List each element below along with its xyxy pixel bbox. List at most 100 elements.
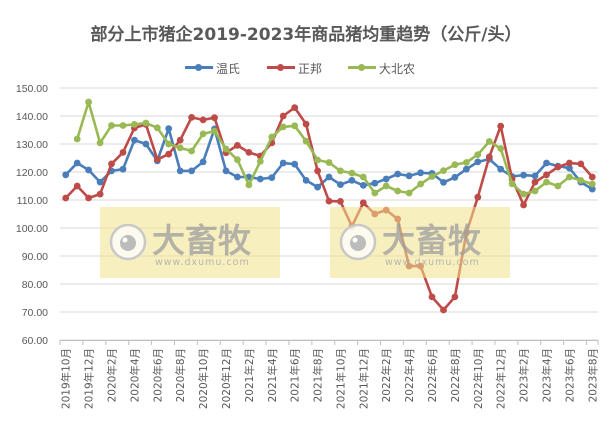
data-point-marker[interactable] (199, 158, 207, 166)
data-point-marker[interactable] (188, 167, 196, 175)
data-point-marker[interactable] (337, 181, 344, 189)
data-point-marker[interactable] (451, 293, 459, 301)
data-point-marker[interactable] (371, 179, 379, 187)
data-point-marker[interactable] (256, 158, 264, 165)
data-point-marker[interactable] (119, 149, 127, 156)
data-point-marker[interactable] (199, 116, 207, 124)
data-point-marker[interactable] (531, 172, 539, 180)
data-point-marker[interactable] (359, 173, 367, 181)
data-point-marker[interactable] (245, 149, 253, 156)
data-point-marker[interactable] (85, 194, 92, 202)
data-point-marker[interactable] (485, 138, 493, 145)
data-point-marker[interactable] (463, 159, 470, 166)
data-point-marker[interactable] (337, 198, 344, 205)
data-point-marker[interactable] (428, 293, 436, 301)
data-point-marker[interactable] (588, 185, 596, 193)
data-point-marker[interactable] (314, 156, 321, 164)
data-point-marker[interactable] (543, 159, 550, 167)
data-point-marker[interactable] (96, 139, 104, 147)
data-point-marker[interactable] (451, 173, 459, 181)
data-point-marker[interactable] (234, 173, 241, 181)
data-point-marker[interactable] (199, 130, 207, 138)
data-point-marker[interactable] (497, 145, 505, 152)
data-point-marker[interactable] (520, 190, 527, 198)
data-point-marker[interactable] (188, 114, 196, 121)
data-point-marker[interactable] (165, 140, 173, 148)
data-point-marker[interactable] (485, 153, 493, 161)
data-point-marker[interactable] (96, 178, 104, 186)
data-point-marker[interactable] (234, 142, 241, 149)
data-point-marker[interactable] (62, 171, 70, 179)
data-point-marker[interactable] (417, 180, 424, 188)
data-point-marker[interactable] (142, 119, 150, 127)
data-point-marker[interactable] (382, 182, 390, 190)
data-point-marker[interactable] (245, 181, 253, 189)
data-point-marker[interactable] (325, 197, 333, 205)
data-point-marker[interactable] (566, 164, 573, 172)
data-point-marker[interactable] (520, 171, 527, 179)
data-point-marker[interactable] (588, 180, 596, 188)
data-point-marker[interactable] (474, 158, 482, 166)
data-point-marker[interactable] (554, 182, 562, 190)
data-point-marker[interactable] (222, 167, 230, 175)
data-point-marker[interactable] (337, 167, 344, 175)
data-point-marker[interactable] (508, 180, 516, 188)
data-point-marker[interactable] (359, 199, 367, 207)
data-point-marker[interactable] (302, 137, 310, 145)
data-point-marker[interactable] (543, 178, 550, 186)
data-point-marker[interactable] (211, 127, 218, 135)
data-point-marker[interactable] (463, 165, 470, 173)
data-point-marker[interactable] (73, 159, 81, 167)
data-point-marker[interactable] (554, 163, 562, 171)
data-point-marker[interactable] (348, 177, 356, 184)
data-point-marker[interactable] (176, 136, 184, 144)
data-point-marker[interactable] (176, 167, 184, 175)
data-point-marker[interactable] (291, 160, 299, 168)
data-point-marker[interactable] (131, 136, 138, 144)
data-point-marker[interactable] (474, 193, 482, 201)
data-point-marker[interactable] (531, 187, 539, 195)
legend-item-dabeinong[interactable]: 大北农 (348, 60, 415, 76)
data-point-marker[interactable] (531, 178, 539, 186)
data-point-marker[interactable] (405, 172, 413, 180)
data-point-marker[interactable] (131, 121, 138, 128)
data-point-marker[interactable] (222, 145, 230, 153)
data-point-marker[interactable] (325, 173, 333, 181)
data-point-marker[interactable] (566, 159, 573, 167)
data-point-marker[interactable] (371, 189, 379, 197)
data-point-marker[interactable] (394, 187, 402, 195)
data-point-marker[interactable] (211, 114, 218, 122)
data-point-marker[interactable] (119, 165, 127, 173)
legend-item-wens[interactable]: 温氏 (185, 60, 240, 76)
data-point-marker[interactable] (279, 159, 287, 167)
data-point-marker[interactable] (165, 150, 173, 158)
data-point-marker[interactable] (234, 156, 241, 164)
data-point-marker[interactable] (268, 174, 276, 182)
data-point-marker[interactable] (291, 122, 299, 130)
data-point-marker[interactable] (256, 175, 264, 183)
data-point-marker[interactable] (382, 175, 390, 183)
data-point-marker[interactable] (497, 122, 505, 130)
data-point-marker[interactable] (85, 98, 92, 106)
data-point-marker[interactable] (268, 133, 276, 141)
data-point-marker[interactable] (566, 173, 573, 181)
data-point-marker[interactable] (577, 160, 585, 168)
data-point-marker[interactable] (96, 190, 104, 198)
data-point-marker[interactable] (291, 104, 299, 111)
data-point-marker[interactable] (451, 161, 459, 169)
data-point-marker[interactable] (279, 112, 287, 120)
data-point-marker[interactable] (314, 167, 321, 175)
data-point-marker[interactable] (543, 171, 550, 179)
data-point-marker[interactable] (165, 125, 173, 132)
data-point-marker[interactable] (394, 170, 402, 178)
data-point-marker[interactable] (314, 183, 321, 191)
data-point-marker[interactable] (302, 120, 310, 128)
data-point-marker[interactable] (73, 182, 81, 190)
legend-item-zhengbang[interactable]: 正邦 (267, 60, 322, 76)
data-point-marker[interactable] (153, 124, 161, 132)
data-point-marker[interactable] (279, 123, 287, 131)
data-point-marker[interactable] (176, 144, 184, 152)
data-point-marker[interactable] (417, 169, 424, 177)
data-point-marker[interactable] (188, 147, 196, 155)
data-point-marker[interactable] (359, 182, 367, 189)
